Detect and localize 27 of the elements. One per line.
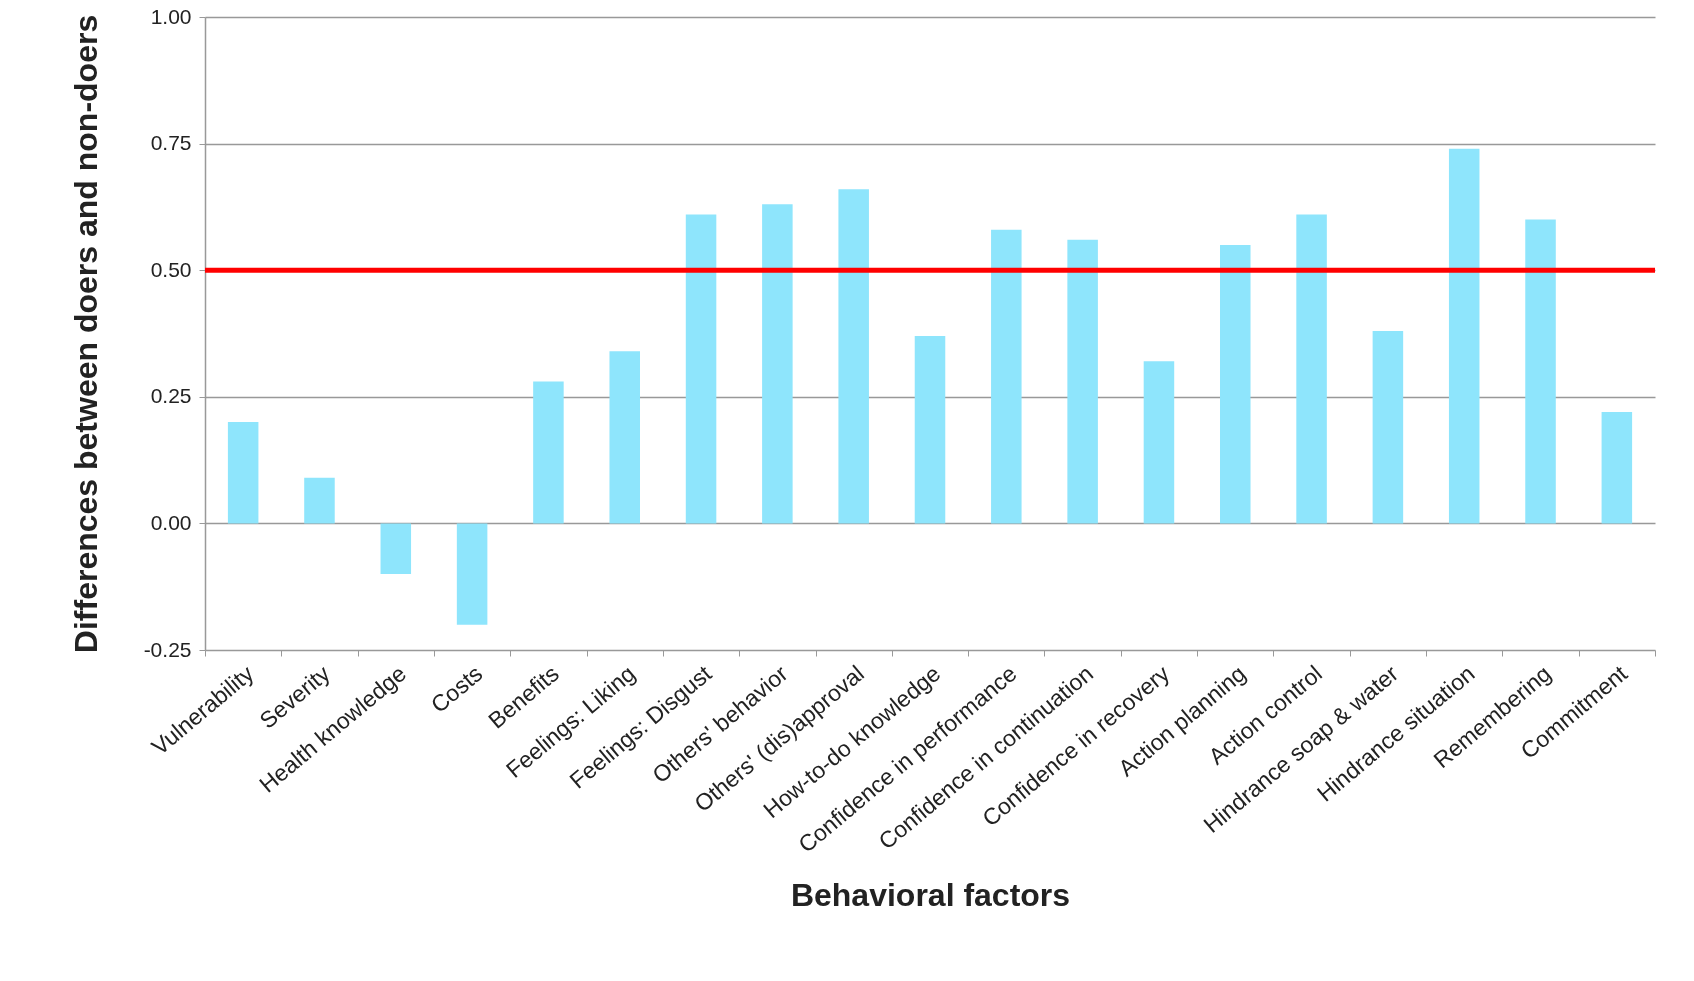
y-tick-label: 0.75 [150, 131, 192, 155]
y-tick-label: 0.00 [150, 510, 192, 534]
x-axis-title: Behavioral factors [790, 876, 1071, 913]
y-tick-label: -0.25 [143, 637, 192, 661]
bar [838, 189, 869, 524]
bar [991, 229, 1022, 524]
bar [609, 351, 640, 524]
bar [1296, 214, 1327, 524]
bar [380, 523, 412, 575]
bar [1372, 330, 1404, 524]
bar [1067, 239, 1098, 524]
bar [1601, 411, 1633, 524]
bar [914, 336, 946, 524]
bar [1525, 219, 1556, 524]
bar [1448, 148, 1480, 524]
bar [456, 523, 488, 625]
y-tick-label: 0.50 [150, 257, 192, 281]
bar [304, 477, 335, 524]
y-tick-label: 1.00 [150, 4, 192, 28]
bar [1143, 361, 1175, 524]
bar [762, 204, 793, 524]
bar [1220, 244, 1251, 524]
bar [227, 422, 259, 524]
bar [685, 214, 717, 524]
y-tick-label: 0.25 [150, 384, 192, 408]
y-axis-title: Differences between doers and non-doers [67, 14, 104, 654]
bar [533, 381, 564, 524]
